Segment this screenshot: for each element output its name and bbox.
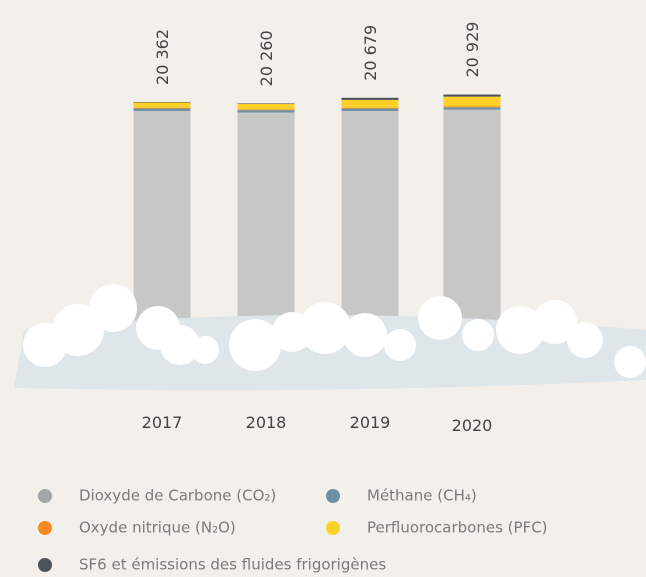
total-label: 20 929 [463,22,482,78]
bar-segment [238,104,295,110]
bar-segment [238,103,295,104]
bar-segment [342,100,399,108]
bar-segment [134,109,191,111]
legend-marker [326,489,340,503]
clouds [14,284,646,390]
bar-segment [342,109,399,111]
bar-segment [444,95,501,97]
legend: Dioxyde de Carbone (CO₂) Méthane (CH₄) Oxy… [38,487,548,574]
x-tick-label: 2017 [142,413,183,432]
x-tick-label: 2019 [350,413,391,432]
legend-marker [38,558,52,572]
legend-marker [326,521,340,535]
bar-segment [444,106,501,107]
x-tick-label: 2018 [246,413,287,432]
legend-marker [38,489,52,503]
bar-segment [444,107,501,109]
bar-segment [238,110,295,112]
legend-marker [38,521,52,535]
bar-segment [134,102,191,103]
legend-label: Méthane (CH₄) [367,487,477,505]
bar-segment [134,103,191,108]
chart: 20 362 20 260 20 679 20 929 Dioxyde de Carb… [0,0,646,577]
bar-segment [238,109,295,110]
total-label: 20 362 [153,29,172,85]
legend-label: SF6 et émissions des fluides frigorigène… [79,556,386,574]
legend-label: Oxyde nitrique (N₂O) [79,519,236,537]
legend-label: Perfluorocarbones (PFC) [367,519,548,537]
bar-segment [342,98,399,100]
total-label: 20 679 [361,25,380,81]
total-label: 20 260 [257,30,276,86]
bar-segment [342,108,399,109]
x-tick-label: 2020 [452,416,493,435]
legend-label: Dioxyde de Carbone (CO₂) [79,487,276,505]
bar-segment [134,108,191,109]
bar-segment [444,97,501,107]
